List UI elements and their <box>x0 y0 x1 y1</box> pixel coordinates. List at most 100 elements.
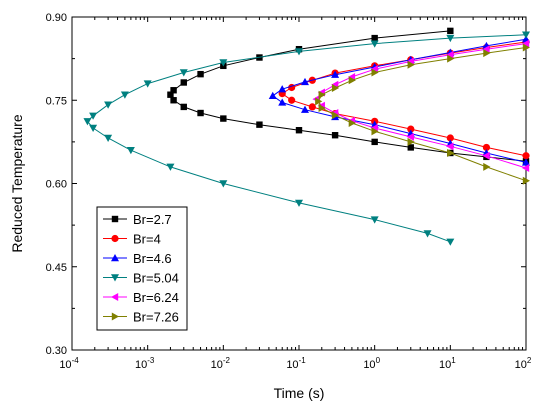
data-point <box>371 68 379 77</box>
data-point <box>447 54 455 63</box>
data-point <box>104 101 113 109</box>
data-point <box>407 137 415 146</box>
data-point <box>180 103 187 111</box>
data-point <box>170 97 177 104</box>
legend-marker <box>111 254 119 262</box>
legend-item: Br=7.26 <box>103 310 179 325</box>
data-point <box>256 121 263 128</box>
data-point <box>331 84 340 93</box>
data-point <box>167 91 174 98</box>
data-point <box>406 132 414 141</box>
legend-marker <box>111 234 119 243</box>
x-tick-label: 10-3 <box>135 356 155 371</box>
data-point <box>295 199 303 207</box>
y-axis: 0.30 0.45 0.60 0.75 0.90 <box>46 12 526 357</box>
data-point <box>278 98 287 106</box>
data-point <box>348 119 356 128</box>
series-br-7-26 <box>315 43 530 185</box>
legend-label: Br=5.04 <box>133 271 179 286</box>
data-point <box>331 132 339 139</box>
x-tick-label: 102 <box>515 356 532 371</box>
legend-label: Br=6.24 <box>133 290 179 305</box>
y-axis-title: Reduced Temperature <box>9 114 25 252</box>
legend-marker <box>111 293 119 301</box>
data-point <box>89 124 98 132</box>
legend-item: Br=5.04 <box>103 271 179 286</box>
data-point <box>166 163 175 171</box>
data-point <box>522 163 530 172</box>
data-point <box>446 34 455 43</box>
data-point <box>288 96 296 104</box>
data-point <box>483 49 491 58</box>
data-point <box>300 105 309 113</box>
data-point <box>446 142 454 151</box>
data-point <box>522 158 530 166</box>
data-point <box>308 103 316 111</box>
data-point <box>197 109 204 117</box>
data-point <box>83 118 92 126</box>
data-point <box>407 125 415 133</box>
legend-item: Br=4.6 <box>103 251 172 266</box>
x-tick-label: 10-2 <box>211 356 231 371</box>
x-tick-label: 100 <box>363 356 380 371</box>
data-point <box>522 152 530 160</box>
legend-marker <box>111 312 119 321</box>
legend-item: Br=6.24 <box>103 290 179 305</box>
data-point <box>446 50 454 59</box>
data-point <box>295 48 303 56</box>
x-tick-label: 101 <box>439 356 456 371</box>
legend-label: Br=4.6 <box>133 251 172 266</box>
y-tick-label: 0.60 <box>46 179 67 191</box>
data-point <box>370 40 379 48</box>
legend-label: Br=2.7 <box>133 212 172 227</box>
data-point <box>407 60 415 69</box>
data-point <box>104 134 113 142</box>
y-tick-label: 0.75 <box>46 95 67 107</box>
data-point <box>268 91 277 100</box>
data-point <box>482 151 490 160</box>
series-line <box>169 30 527 162</box>
data-point <box>447 148 455 157</box>
data-point <box>331 111 340 120</box>
data-point <box>522 31 530 39</box>
data-point <box>219 59 228 67</box>
data-point <box>295 127 303 134</box>
legend-item: Br=4 <box>103 232 161 247</box>
data-point <box>300 77 309 86</box>
series-line <box>317 47 527 182</box>
legend-box <box>96 206 188 331</box>
legend-marker <box>111 215 119 223</box>
data-point <box>423 230 432 238</box>
data-point <box>318 104 326 113</box>
legend-label: Br=4 <box>133 232 161 247</box>
data-point <box>318 90 326 99</box>
legend-item: Br=2.7 <box>103 212 172 227</box>
data-point <box>371 34 378 42</box>
data-point <box>197 70 204 78</box>
data-point <box>522 176 530 185</box>
data-point <box>126 147 135 155</box>
data-point <box>483 162 491 171</box>
data-point <box>446 134 454 142</box>
data-point <box>315 97 323 106</box>
x-tick-label: 10-4 <box>59 356 79 371</box>
data-point <box>331 70 340 78</box>
data-point <box>120 91 129 99</box>
data-point <box>170 87 177 94</box>
data-point <box>219 180 228 188</box>
legend-marker <box>111 274 119 282</box>
data-point <box>180 79 187 86</box>
data-point <box>370 216 379 224</box>
data-point <box>179 69 188 77</box>
data-point <box>371 127 379 136</box>
data-point <box>371 138 378 146</box>
data-point <box>447 27 454 35</box>
data-point <box>407 144 414 151</box>
data-point <box>278 85 287 93</box>
data-point <box>220 115 227 122</box>
series-line <box>271 38 527 163</box>
series-br-6-24 <box>312 39 530 172</box>
legend: Br=2.7 Br=4 Br=4.6 Br=5.04 Br=6.24 Br=7.26 <box>96 206 188 331</box>
y-tick-label: 0.45 <box>46 262 67 274</box>
